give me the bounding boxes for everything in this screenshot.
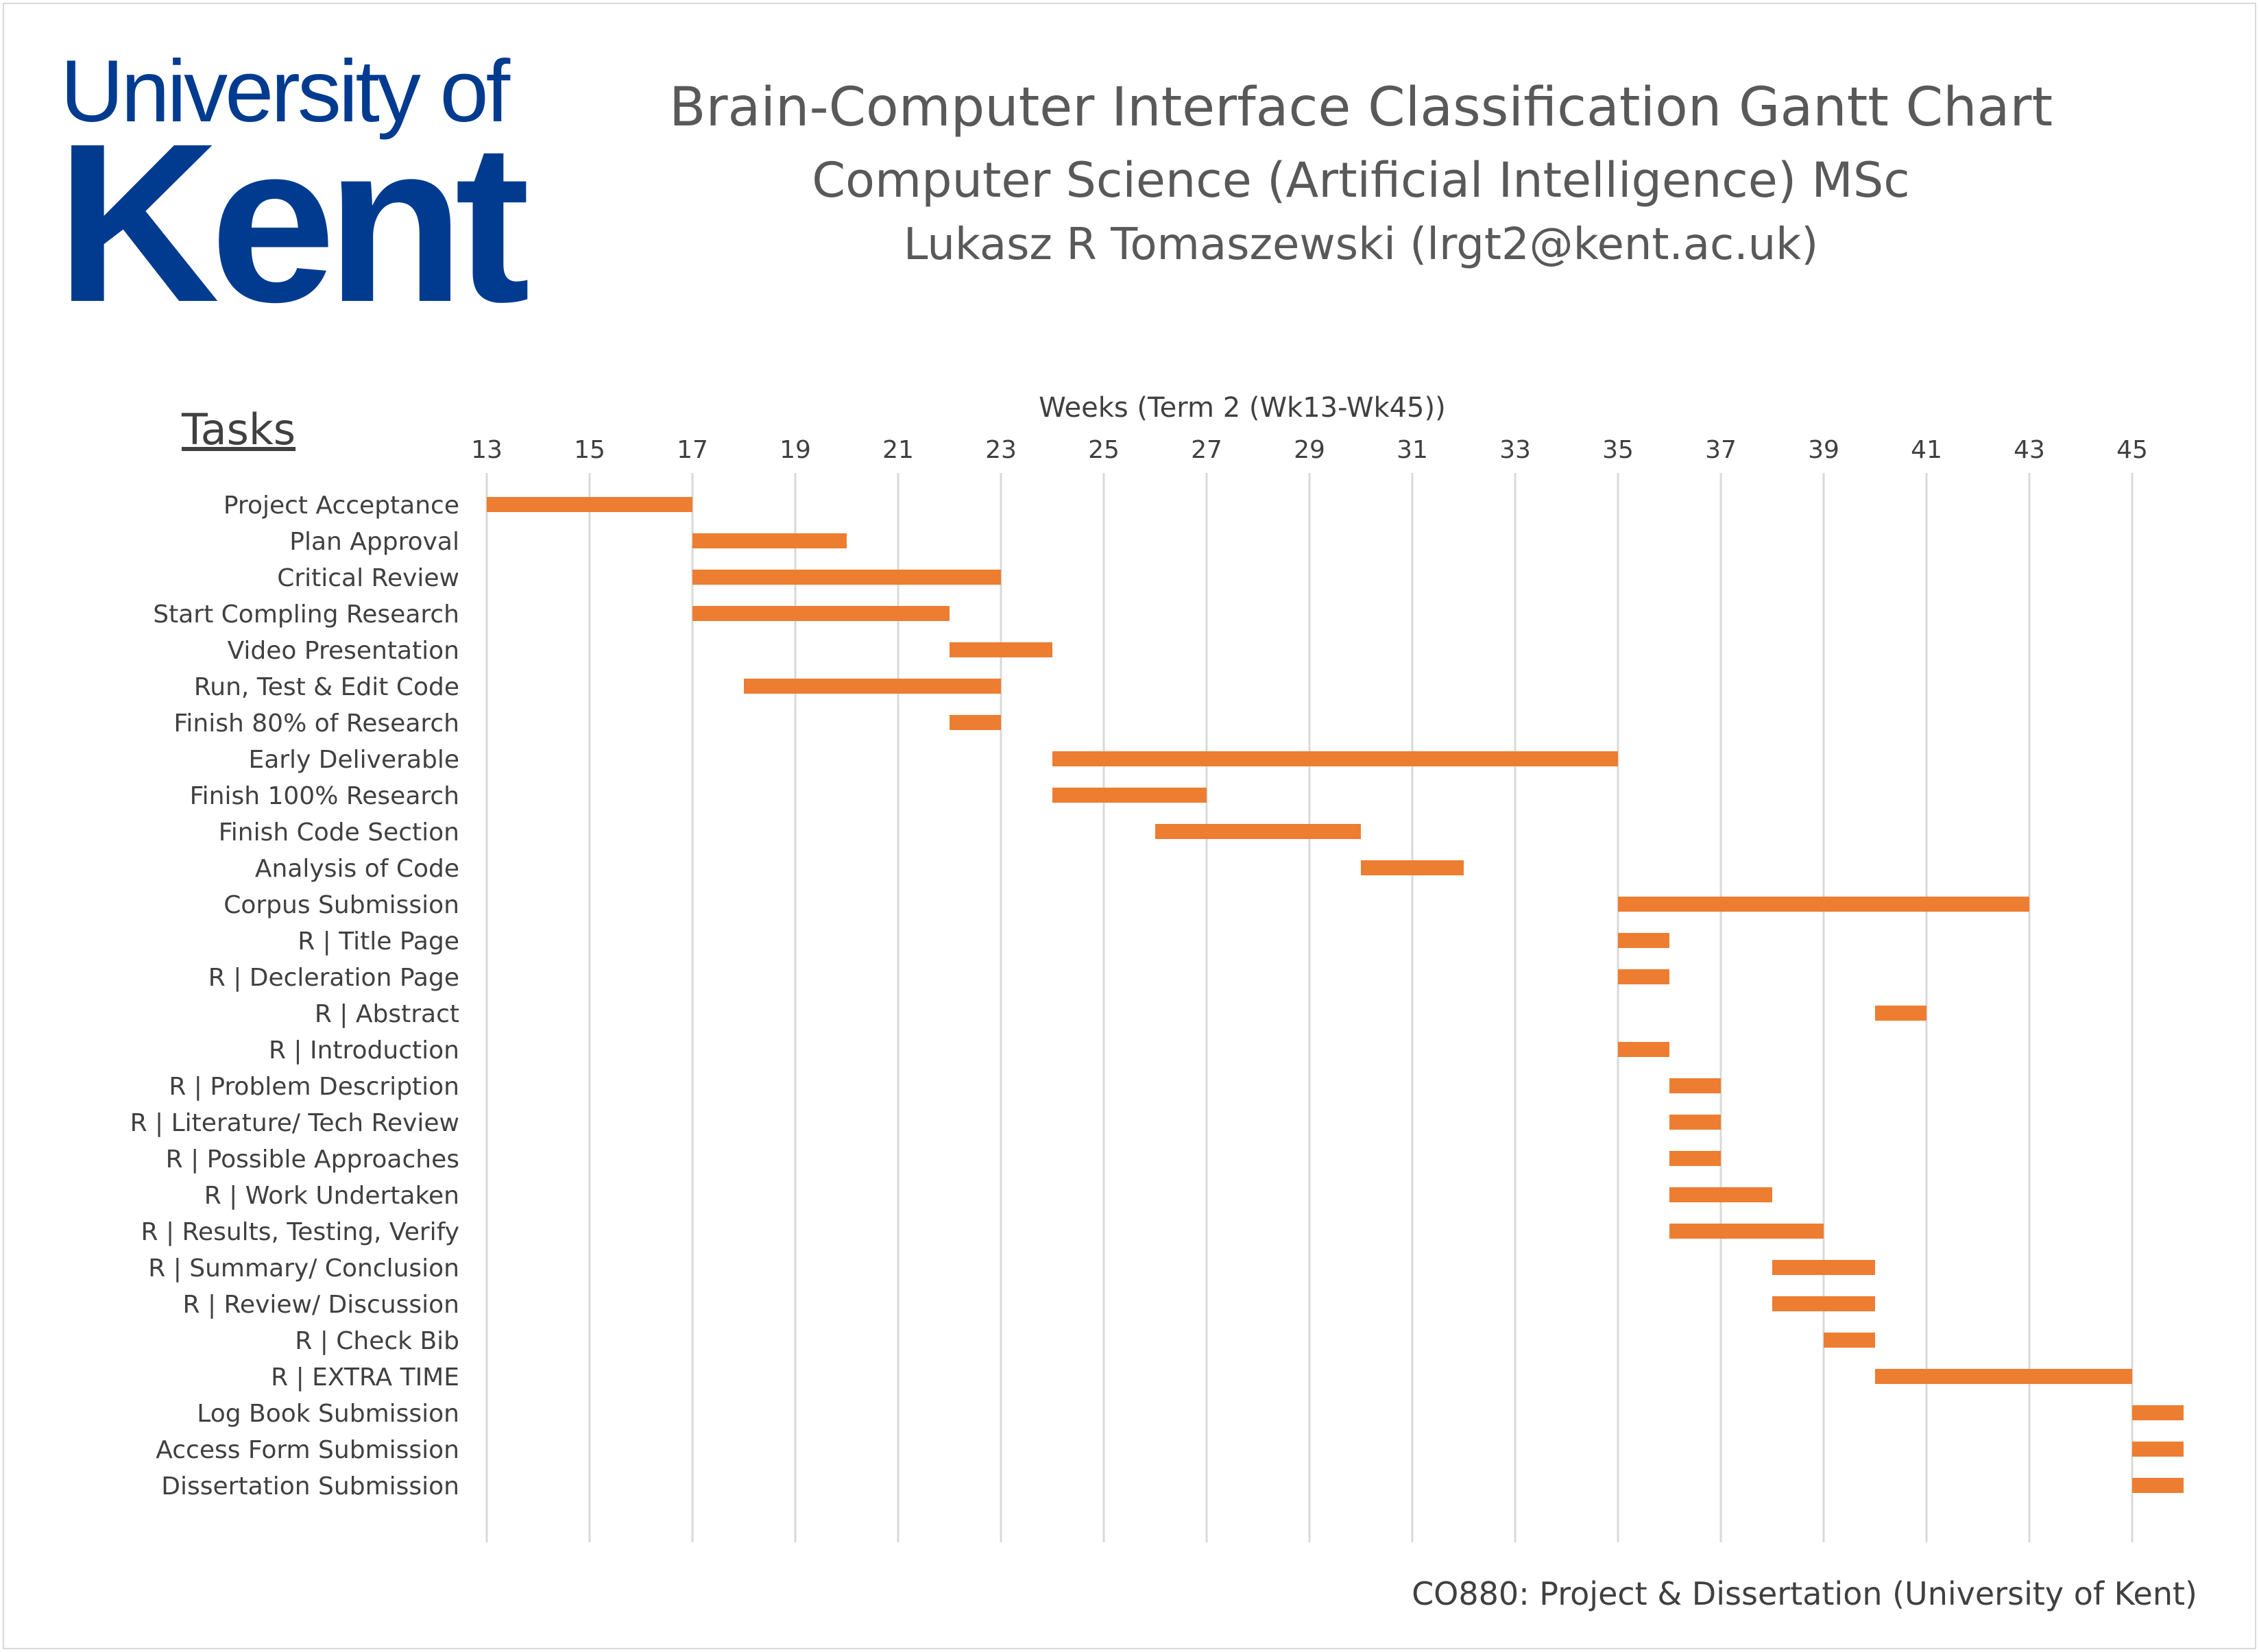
gridlines <box>485 473 2134 1542</box>
x-axis-label: Weeks (Term 2 (Wk13-Wk45)) <box>1039 392 1445 424</box>
task-label: R | Problem Description <box>169 1073 459 1101</box>
task-label: R | Summary/ Conclusion <box>148 1254 459 1283</box>
x-tick-label: 17 <box>677 436 708 464</box>
task-label: R | Possible Approaches <box>166 1145 459 1174</box>
task-bar <box>1875 1006 1926 1021</box>
task-label: Project Acceptance <box>224 491 459 520</box>
task-label: Analysis of Code <box>255 855 459 883</box>
task-bar <box>744 679 1001 694</box>
x-tick-label: 35 <box>1602 436 1634 464</box>
x-tick-label: 45 <box>2116 436 2148 464</box>
task-bar <box>692 533 847 548</box>
task-label: Access Form Submission <box>156 1436 459 1464</box>
task-label: Finish Code Section <box>219 818 459 847</box>
chart-title: Brain-Computer Interface Classification … <box>668 77 2053 138</box>
x-tick-labels: 13 15 17 19 21 23 25 27 29 31 33 35 37 39 41 43 45 <box>471 436 2148 464</box>
x-tick-label: 31 <box>1397 436 1428 464</box>
task-labels: Project Acceptance Plan Approval Critical … <box>130 491 459 1501</box>
task-label: R | Check Bib <box>295 1327 459 1355</box>
x-tick-label: 39 <box>1808 436 1839 464</box>
task-bar <box>692 606 950 621</box>
task-bar <box>1618 897 2029 912</box>
task-label: Early Deliverable <box>248 746 459 774</box>
task-bars <box>487 497 2184 1493</box>
task-bar <box>1669 1078 1721 1093</box>
task-bar <box>1618 969 1669 984</box>
footer-course: CO880: Project & Dissertation (Universit… <box>1412 1575 2197 1612</box>
task-bar <box>1669 1224 1824 1239</box>
task-bar <box>1772 1296 1875 1311</box>
x-tick-label: 27 <box>1191 436 1222 464</box>
x-tick-label: 13 <box>471 436 503 464</box>
task-bar <box>1618 933 1669 948</box>
x-tick-label: 29 <box>1294 436 1325 464</box>
task-label: R | Review/ Discussion <box>183 1291 460 1319</box>
x-tick-label: 43 <box>2014 436 2045 464</box>
task-label: Log Book Submission <box>197 1400 459 1428</box>
x-tick-label: 21 <box>882 436 914 464</box>
chart-author: Lukasz R Tomaszewski (lrgt2@kent.ac.uk) <box>903 219 1819 270</box>
logo-university-of: University of <box>60 42 510 141</box>
task-label: R | Results, Testing, Verify <box>141 1218 459 1246</box>
x-tick-label: 25 <box>1088 436 1120 464</box>
task-label: Plan Approval <box>289 528 459 556</box>
task-label: R | Literature/ Tech Review <box>130 1109 459 1137</box>
task-bar <box>950 642 1052 657</box>
task-label: Video Presentation <box>228 637 459 665</box>
chart-subtitle: Computer Science (Artificial Intelligenc… <box>812 152 1910 208</box>
logo-kent: Kent <box>56 96 530 349</box>
task-bar <box>1052 788 1207 803</box>
task-bar <box>1155 824 1361 839</box>
task-bar <box>1361 860 1464 875</box>
task-bar <box>1669 1115 1721 1130</box>
task-label: R | Abstract <box>315 1000 459 1028</box>
task-label: Corpus Submission <box>224 891 459 919</box>
task-label: Finish 80% of Research <box>173 709 459 738</box>
task-bar <box>1618 1042 1669 1057</box>
task-bar <box>487 497 692 512</box>
task-label: Dissertation Submission <box>161 1472 459 1501</box>
task-label: R | Title Page <box>298 927 459 956</box>
task-label: R | Introduction <box>269 1036 459 1065</box>
task-label: R | EXTRA TIME <box>271 1363 459 1392</box>
task-bar <box>1772 1260 1875 1275</box>
x-tick-label: 15 <box>574 436 605 464</box>
task-bar <box>2132 1405 2184 1420</box>
x-tick-label: 23 <box>985 436 1017 464</box>
x-tick-label: 37 <box>1705 436 1737 464</box>
task-bar <box>1875 1369 2132 1384</box>
x-tick-label: 41 <box>1911 436 1942 464</box>
task-bar <box>950 715 1001 730</box>
task-bar <box>692 570 1001 585</box>
tasks-heading: Tasks <box>182 404 296 454</box>
task-label: Finish 100% Research <box>190 782 459 810</box>
task-label: Critical Review <box>277 564 459 592</box>
task-bar <box>2132 1478 2184 1493</box>
task-bar <box>1824 1333 1875 1348</box>
task-label: Run, Test & Edit Code <box>194 673 459 701</box>
x-tick-label: 19 <box>780 436 811 464</box>
task-label: Start Compling Research <box>153 600 459 629</box>
task-bar <box>2132 1442 2184 1457</box>
x-tick-label: 33 <box>1499 436 1531 464</box>
task-label: R | Decleration Page <box>208 964 459 992</box>
task-label: R | Work Undertaken <box>204 1182 459 1210</box>
task-bar <box>1669 1151 1721 1166</box>
task-bar <box>1669 1187 1772 1202</box>
task-bar <box>1052 751 1618 766</box>
